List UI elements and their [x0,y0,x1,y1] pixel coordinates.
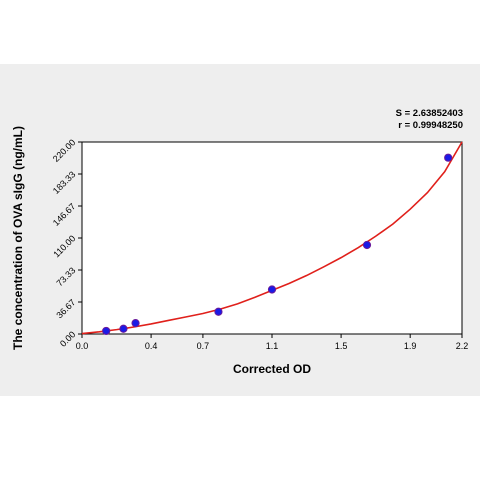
x-tick-label: 1.5 [335,341,348,351]
x-tick-label: 1.9 [404,341,417,351]
x-tick-label: 2.2 [456,341,469,351]
data-point [102,326,111,336]
data-point [267,285,277,294]
data-points-layer [102,153,453,336]
x-tick-label: 0.0 [76,341,89,351]
stat-s-value: S = 2.63852403 [396,108,463,119]
data-point [362,240,372,250]
x-axis-ticks: 0.0 0.4 0.7 1.1 1.5 1.9 2.2 [76,334,469,351]
stat-r-value: r = 0.99948250 [398,120,463,131]
x-tick-label: 0.4 [145,341,158,351]
data-point [444,153,453,162]
plot-area [81,141,463,335]
data-point [214,307,223,316]
x-tick-label: 0.7 [197,341,210,351]
x-tick-label: 1.1 [266,341,279,351]
data-point [119,324,128,333]
x-axis-title: Corrected OD [233,362,311,376]
y-axis-title: The concentration of OVA sIgG (ng/mL) [11,126,25,350]
data-point [131,318,140,328]
